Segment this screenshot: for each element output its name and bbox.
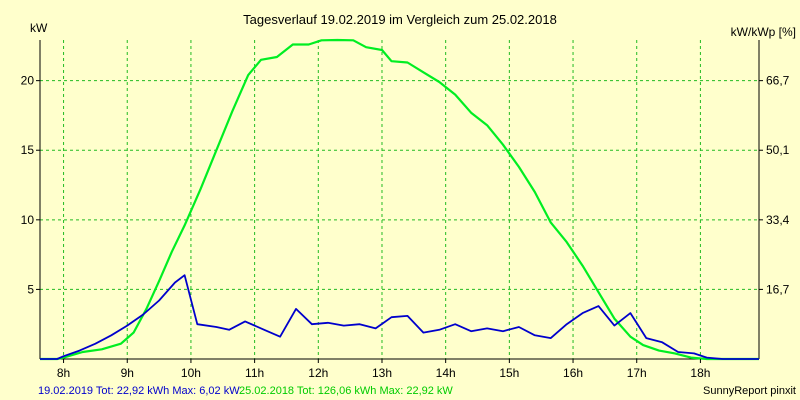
x-tick-label: 10h: [181, 366, 201, 380]
x-tick-label: 18h: [690, 366, 710, 380]
series-layer: [40, 38, 759, 361]
y-right-tick-label: 66,7: [766, 74, 790, 88]
x-tick-label: 11h: [245, 366, 264, 380]
y-axis-right-ticks: 16,7 33,4 50,1 66,7: [759, 74, 790, 296]
y-right-tick-label: 33,4: [766, 213, 790, 227]
footer-series-1: 19.02.2019 Tot: 22,92 kWh Max: 6,02 kW: [38, 385, 240, 397]
y-left-tick-label: 5: [27, 282, 34, 296]
x-tick-label: 15h: [499, 366, 519, 380]
x-tick-label: 8h: [57, 366, 70, 380]
y-left-tick-label: 10: [21, 213, 35, 227]
x-axis-ticks: 8h 9h 10h 11h 12h 13h 14h 15h 16h 17h 18h: [57, 359, 710, 380]
footer-series-2: 25.02.2018 Tot: 126,06 kWh Max: 22,92 kW: [239, 385, 453, 397]
series-line-25-02-2018: [40, 38, 759, 361]
x-tick-label: 14h: [436, 366, 456, 380]
chart-title: Tagesverlauf 19.02.2019 im Vergleich zum…: [243, 12, 557, 27]
y-left-tick-label: 20: [21, 74, 35, 88]
plot-frame: [39, 40, 760, 360]
y-left-tick-label: 15: [21, 143, 35, 157]
x-tick-label: 13h: [372, 366, 392, 380]
left-axis-unit: kW: [30, 21, 48, 35]
series-line-19-02-2019: [40, 274, 759, 360]
gridlines: [40, 40, 759, 359]
footer-credit: SunnyReport pinxit: [703, 385, 796, 397]
right-axis-unit: kW/kWp [%]: [731, 25, 796, 39]
y-axis-left-ticks: 5 10 15 20: [21, 74, 40, 296]
x-tick-label: 17h: [627, 366, 647, 380]
x-tick-label: 12h: [308, 366, 328, 380]
y-right-tick-label: 50,1: [766, 143, 790, 157]
x-tick-label: 16h: [563, 366, 583, 380]
x-tick-label: 9h: [121, 366, 134, 380]
y-right-tick-label: 16,7: [766, 282, 790, 296]
